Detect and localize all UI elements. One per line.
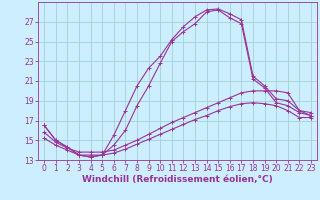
X-axis label: Windchill (Refroidissement éolien,°C): Windchill (Refroidissement éolien,°C) — [82, 175, 273, 184]
